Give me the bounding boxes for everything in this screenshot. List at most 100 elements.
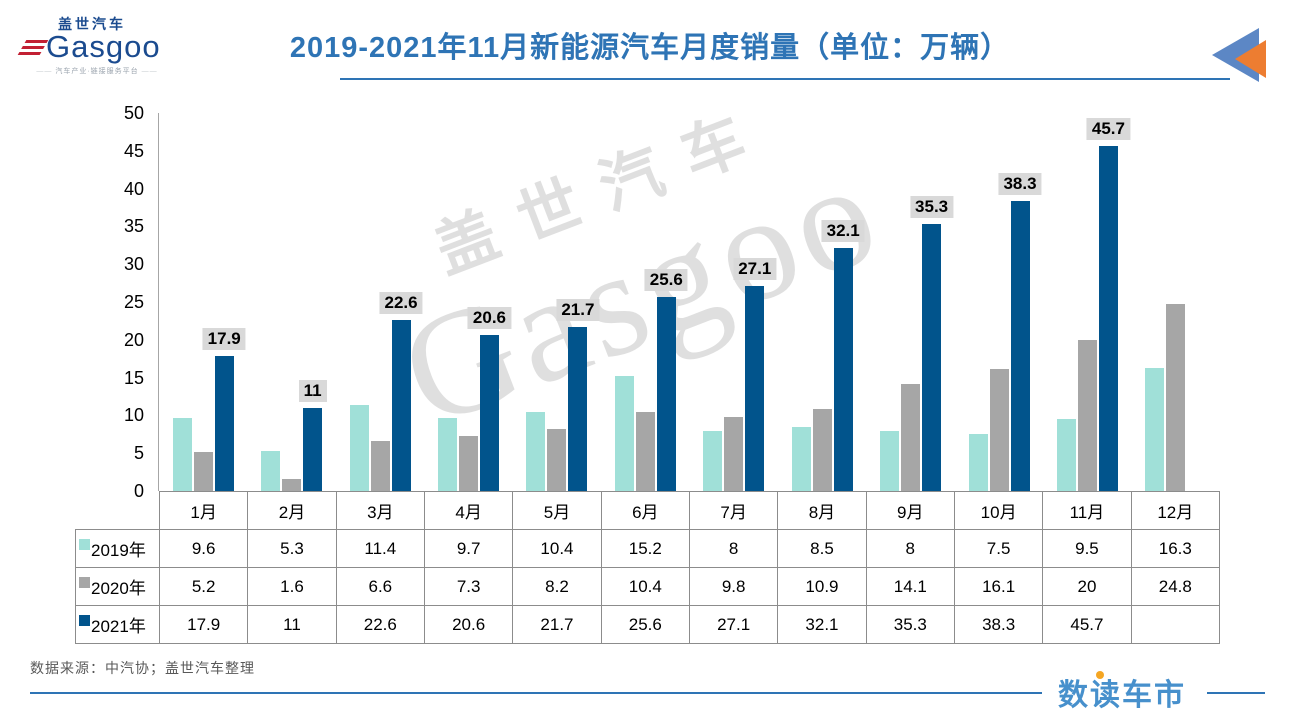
bar-group-5月: 21.7 (513, 113, 601, 491)
bar-value-label: 20.6 (467, 307, 512, 330)
bar (391, 320, 411, 491)
value-cell: 5.3 (247, 529, 337, 568)
bar (968, 434, 988, 491)
legend-swatch-icon (79, 615, 90, 626)
bar (989, 369, 1009, 491)
bar (1166, 303, 1186, 491)
bar (282, 478, 302, 491)
y-tick-label: 5 (133, 443, 144, 464)
value-cell: 6.6 (335, 567, 425, 606)
value-cell: 25.6 (600, 605, 690, 644)
bar (193, 451, 213, 491)
y-tick-label: 0 (133, 481, 144, 501)
shudu-cheshi-logo: 数读车市 (1058, 679, 1186, 712)
legend-series-name: 2021年 (91, 617, 146, 636)
value-cell: 17.9 (158, 605, 249, 644)
value-cell: 15.2 (600, 529, 690, 568)
bar (745, 286, 765, 491)
bar (437, 417, 457, 491)
footer-divider-left (30, 692, 1042, 694)
bar (635, 412, 655, 491)
title-underline (340, 78, 1230, 80)
bar (724, 416, 744, 491)
bar (1056, 419, 1076, 491)
value-cell: 10.4 (512, 529, 602, 568)
bar-value-label: 22.6 (379, 292, 423, 315)
bar (458, 435, 478, 491)
plot-area: 17.9 11 22.6 20.6 21.7 25.6 27.1 32.1 35.3 38.3 45… (159, 113, 1220, 491)
value-cell: 45.7 (1042, 605, 1132, 644)
y-tick-label: 25 (123, 292, 144, 312)
value-cell: 20.6 (423, 605, 514, 644)
legend-cell: 2021年 (75, 605, 160, 644)
y-tick-label: 15 (123, 367, 144, 388)
logo-en-text: Gasgoo (46, 29, 161, 64)
value-cell: 8 (865, 529, 955, 568)
month-header-cell: 2月 (247, 491, 337, 530)
y-tick-label: 35 (123, 216, 144, 237)
bar (479, 335, 499, 491)
value-cell: 9.8 (688, 567, 779, 606)
bar (261, 450, 281, 491)
bar (349, 404, 369, 491)
value-cell: 7.3 (423, 567, 514, 606)
bar (880, 430, 900, 491)
legend-cell: 2020年 (75, 567, 160, 606)
month-header-cell: 10月 (953, 491, 1044, 530)
bar-group-6月: 25.6 (601, 113, 689, 491)
bar (901, 384, 921, 491)
value-cell: 8.5 (777, 529, 867, 568)
value-cell: 14.1 (865, 567, 955, 606)
bar-value-label: 25.6 (644, 269, 688, 292)
footer-divider-right (1207, 692, 1265, 694)
value-cell: 11 (247, 605, 337, 644)
data-source: 数据来源：中汽协；盖世汽车整理 (30, 660, 255, 676)
bar (656, 297, 676, 491)
legend-series-name: 2019年 (91, 541, 146, 560)
bar-value-label: 17.9 (202, 327, 246, 350)
table-row: 2020年 5.2 1.6 6.6 7.3 8.2 10.4 9.8 10.9 14.1 16.1 2… (75, 567, 1221, 606)
y-axis-line (158, 113, 159, 491)
bar (547, 429, 567, 491)
value-cell: 11.4 (335, 529, 425, 568)
bar-value-label: 11 (298, 379, 327, 402)
month-header-cell: 7月 (688, 491, 779, 530)
bar-group-9月: 35.3 (866, 113, 954, 491)
table-row: 2019年 9.6 5.3 11.4 9.7 10.4 15.2 8 8.5 8 7.5 9.5 16.… (75, 529, 1221, 568)
value-cell: 20 (1042, 567, 1132, 606)
month-header-cell: 11月 (1042, 491, 1132, 530)
bar-value-label: 35.3 (910, 196, 954, 219)
value-cell: 10.4 (600, 567, 690, 606)
bar-value-label: 21.7 (556, 298, 600, 321)
bar (568, 326, 588, 491)
bar (833, 248, 853, 491)
bar (703, 430, 723, 491)
bar (303, 407, 323, 491)
month-header-cell: 1月 (158, 491, 249, 530)
bar-group-2月: 11 (247, 113, 335, 491)
logo-cn-text: 盖世汽车 (58, 16, 126, 32)
double-arrow-icon (1212, 28, 1272, 84)
y-tick-label: 40 (123, 178, 144, 199)
bar (812, 408, 832, 491)
gasgoo-logo: 盖世汽车 Gasgoo 汽车产业·链接服务平台 (17, 16, 172, 76)
bar-value-label: 45.7 (1086, 117, 1130, 140)
value-cell: 9.5 (1042, 529, 1132, 568)
table-row: 2021年 17.9 11 22.6 20.6 21.7 25.6 27.1 32.1 35.3 3… (75, 605, 1221, 644)
value-cell: 10.9 (777, 567, 867, 606)
value-cell: 8.2 (512, 567, 602, 606)
value-cell: 32.1 (777, 605, 867, 644)
logo-tagline: 汽车产业·链接服务平台 (22, 66, 172, 76)
bar (172, 418, 192, 491)
bar-group-10月: 38.3 (955, 113, 1043, 491)
legend-swatch-icon (79, 539, 90, 550)
bar (214, 355, 234, 491)
value-cell: 21.7 (512, 605, 602, 644)
bar-value-label: 38.3 (998, 173, 1042, 196)
month-header-cell: 12月 (1130, 491, 1221, 530)
y-tick-label: 30 (123, 254, 144, 275)
bar-value-label: 27.1 (733, 258, 777, 281)
value-cell: 8 (688, 529, 779, 568)
value-cell: 16.3 (1130, 529, 1221, 568)
y-tick-label: 20 (123, 329, 144, 350)
